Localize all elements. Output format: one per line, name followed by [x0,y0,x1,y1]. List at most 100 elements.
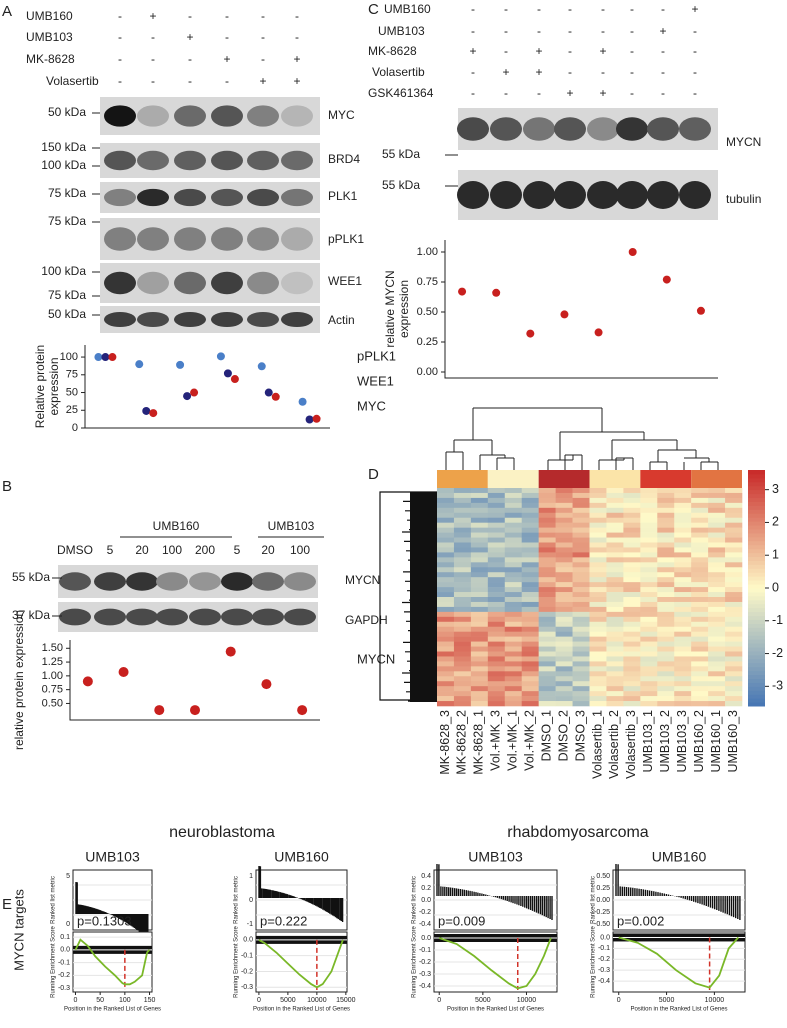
heat-cell [572,611,590,618]
point [154,705,165,716]
heat-cell [606,557,624,563]
heat-cell [437,651,455,657]
heat-cell [606,567,624,573]
heat-cell [674,567,692,573]
heat-cell [657,502,675,509]
blot-band [174,105,206,127]
blot-band [252,572,284,591]
heat-cell [504,606,523,613]
heat-cell [657,562,675,568]
heat-cell [674,616,692,623]
treatment-sign: - [471,2,475,16]
heat-cell [589,492,607,499]
heat-cell [538,656,556,662]
y-tick-label: -0.2 [241,968,253,975]
blot-band [59,572,91,591]
heat-cell [470,497,489,504]
heat-cell [589,557,607,563]
heat-cell [623,552,641,558]
heat-cell [487,626,506,632]
heat-cell [691,592,709,598]
heat-cell [657,532,675,538]
heat-cell [640,582,658,588]
heat-cell [437,587,455,593]
heat-cell [453,502,472,509]
colorbar-cell [748,505,765,510]
heat-cell [521,626,539,632]
heat-cell [657,522,675,528]
heat-cell [640,512,658,519]
ranked-bars [436,864,553,920]
colorbar-cell [748,525,765,530]
panel-label: A [2,3,12,20]
heat-cell [487,492,506,499]
y-tick-label: -0.2 [58,972,70,979]
heat-cell [555,517,573,523]
heat-cell [708,691,726,697]
x-tick-label: 5000 [475,997,491,1004]
blot-band [137,105,169,127]
treatment-sign: - [225,9,229,23]
heat-cell [504,621,523,628]
heat-cell [437,502,455,509]
heat-cell [521,592,539,598]
heat-cell [674,532,692,538]
heat-cell [487,606,506,613]
treatment-sign: - [504,86,508,100]
blot-band [281,311,313,328]
blot-band [174,227,206,251]
heat-cell [674,626,692,632]
heat-cell [623,597,641,603]
heat-cell [487,532,506,538]
heat-cell [437,537,455,543]
treatment-sign: - [568,2,572,16]
heat-cell [437,611,455,618]
heat-cell [521,517,539,523]
heat-cell [606,497,624,504]
heat-cell [606,562,624,568]
x-axis-label: Position in the Ranked List of Genes [253,1007,350,1013]
y-tick-label: -0.1 [58,959,70,966]
heat-cell [674,681,692,687]
heat-cell [589,676,607,682]
heat-cell [708,686,726,692]
heat-cell [521,572,539,578]
heat-cell [487,567,506,573]
blot-band [616,117,648,141]
heat-cell [725,666,743,672]
heat-cell [453,666,472,672]
heat-cell [640,492,658,499]
heat-cell [437,522,455,528]
heat-cell [555,631,573,637]
heat-cell [470,671,489,677]
heat-cell [674,631,692,637]
heat-cell [725,656,743,662]
heat-cell [437,562,455,568]
top-tick-label: -0.25 [594,909,610,916]
heat-cell [589,686,607,692]
heat-cell [623,582,641,588]
blot-band [247,311,279,328]
heat-cell [453,631,472,637]
treatment-sign: - [261,9,265,23]
x-axis-label: Position in the Ranked List of Genes [630,1007,727,1013]
blot-label: MYCN [345,573,380,587]
heat-cell [708,641,726,647]
treatment-sign: - [661,65,665,79]
heat-cell [691,542,709,548]
enrichment-line [258,939,344,989]
heat-cell [453,616,472,623]
kda-marker: 150 kDa [41,140,86,154]
heat-cell [725,547,743,553]
colorbar-cell [748,540,765,546]
annotation: p=0.222 [260,913,307,928]
y-tick-label: -0.4 [598,978,610,985]
heat-cell [470,656,489,662]
treatment-sign: - [151,74,155,88]
kda-marker: 55 kDa [382,178,420,192]
heat-cell [487,666,506,672]
treatment-sign: - [661,2,665,16]
heat-cell [674,497,692,504]
heat-cell [657,547,675,553]
treatment-label: Volasertib [46,74,99,88]
